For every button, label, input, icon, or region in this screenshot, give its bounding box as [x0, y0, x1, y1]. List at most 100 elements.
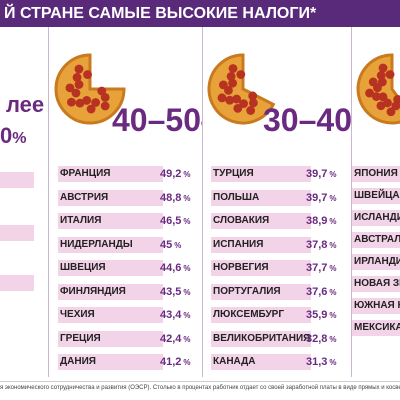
range-text: 0 — [0, 123, 13, 148]
value-number: 39,7 — [306, 191, 328, 204]
column: лее 0% — [0, 27, 49, 377]
country: ВЕЛИКОБРИТАНИЯ — [213, 332, 311, 344]
country: ЯПОНИЯ — [354, 168, 398, 179]
value-number: 32,8 — [306, 332, 328, 345]
value: 41,2% — [160, 354, 191, 371]
bar — [211, 354, 311, 370]
unit: % — [329, 217, 337, 226]
country: ЮЖНАЯ КО — [354, 300, 400, 311]
country: МЕКСИКА — [354, 322, 400, 333]
bar — [352, 254, 400, 270]
unit: % — [183, 170, 191, 179]
bar — [211, 330, 311, 347]
value: 48,8% — [160, 190, 191, 207]
bar — [58, 283, 163, 300]
bar — [58, 166, 163, 182]
country: КАНАДА — [213, 356, 256, 367]
value: 32,8% — [306, 331, 337, 348]
pizza — [356, 53, 400, 125]
pizza — [54, 53, 126, 125]
value: 39,7% — [306, 190, 337, 207]
footnote: я экономического сотрудничества и развит… — [0, 381, 400, 392]
value: 31,3% — [306, 354, 337, 371]
unit: % — [329, 264, 337, 273]
country: ГРЕЦИЯ — [60, 332, 101, 344]
value-number: 38,9 — [306, 215, 328, 227]
value: 46,5% — [160, 213, 191, 230]
bar — [211, 307, 311, 323]
column: 30–40% ТУРЦИЯ 39,7% ПОЛЬША 39,7% СЛОВАКИЯ 38,9… — [203, 27, 352, 377]
unit: % — [329, 193, 337, 203]
value-number: 35,9 — [306, 309, 328, 321]
value: 37,6% — [306, 284, 337, 301]
unit: % — [329, 170, 337, 179]
country: ШВЕЦИЯ — [60, 262, 106, 273]
value: 37,7% — [306, 260, 337, 277]
value-number: 41,2 — [160, 356, 182, 368]
value-number: 44,6 — [160, 262, 182, 274]
country: ДАНИЯ — [60, 356, 96, 367]
value: 49,2% — [160, 166, 191, 183]
pizza — [207, 53, 276, 125]
bar — [352, 276, 400, 292]
value-number: 43,4 — [160, 309, 182, 321]
country: НОРВЕГИЯ — [213, 262, 269, 273]
range: лее — [6, 90, 44, 120]
value: 39,7% — [306, 166, 337, 183]
bar — [58, 354, 163, 370]
unit: % — [183, 334, 191, 344]
country: ИСПАНИЯ — [213, 238, 264, 250]
country: ПОРТУГАЛИЯ — [213, 285, 281, 297]
country: ИСЛАНДИЯ — [354, 212, 400, 223]
unit: % — [329, 240, 337, 250]
bar — [0, 225, 34, 241]
country: ТУРЦИЯ — [213, 168, 254, 179]
unit: % — [183, 217, 191, 226]
value-number: 31,3 — [306, 356, 328, 368]
bar — [58, 236, 163, 253]
column: ЯПОНИЯ ШВЕЙЦАР ИСЛАНДИЯ АВСТРАЛИ ИРЛАНДИ НОВА… — [352, 27, 400, 377]
value-number: 37,7 — [306, 262, 328, 274]
range-text: 40–50 — [112, 102, 201, 138]
bar — [58, 213, 163, 229]
bar — [211, 189, 311, 206]
unit: % — [329, 287, 337, 297]
unit: % — [201, 118, 202, 135]
bar — [58, 260, 163, 276]
value: 45% — [160, 237, 181, 254]
value-number: 48,8 — [160, 191, 182, 204]
value-number: 42,4 — [160, 332, 182, 345]
unit: % — [12, 130, 27, 147]
country: АВСТРИЯ — [60, 191, 109, 203]
value-number: 46,5 — [160, 215, 182, 227]
range-text: 30–40 — [263, 102, 352, 138]
country: НОВАЯ ЗЕ — [354, 278, 400, 289]
bar — [352, 188, 400, 204]
bar — [211, 166, 311, 182]
value-number: 37,8 — [306, 238, 328, 251]
country: СЛОВАКИЯ — [213, 215, 270, 226]
value-number: 49,2 — [160, 168, 182, 180]
unit: % — [183, 287, 191, 297]
unit: % — [183, 311, 191, 320]
bar — [352, 232, 400, 248]
bar — [352, 210, 400, 226]
value-number: 39,7 — [306, 168, 328, 180]
value: 35,9% — [306, 307, 337, 324]
country: ШВЕЙЦАР — [354, 190, 400, 201]
value: 44,6% — [160, 260, 191, 277]
range: 0% — [0, 121, 26, 154]
bar — [211, 236, 311, 253]
country: ФИНЛЯНДИЯ — [60, 285, 126, 297]
country: ЛЮКСЕМБУРГ — [213, 309, 285, 320]
unit: % — [329, 358, 337, 367]
range-text: лее — [6, 92, 45, 117]
country: ФРАНЦИЯ — [60, 168, 111, 179]
bar — [0, 275, 34, 291]
country: ИРЛАНДИ — [354, 256, 400, 267]
unit: % — [183, 193, 191, 203]
range: 40–50% — [112, 102, 202, 142]
bar — [211, 213, 311, 229]
value: 38,9% — [306, 213, 337, 230]
